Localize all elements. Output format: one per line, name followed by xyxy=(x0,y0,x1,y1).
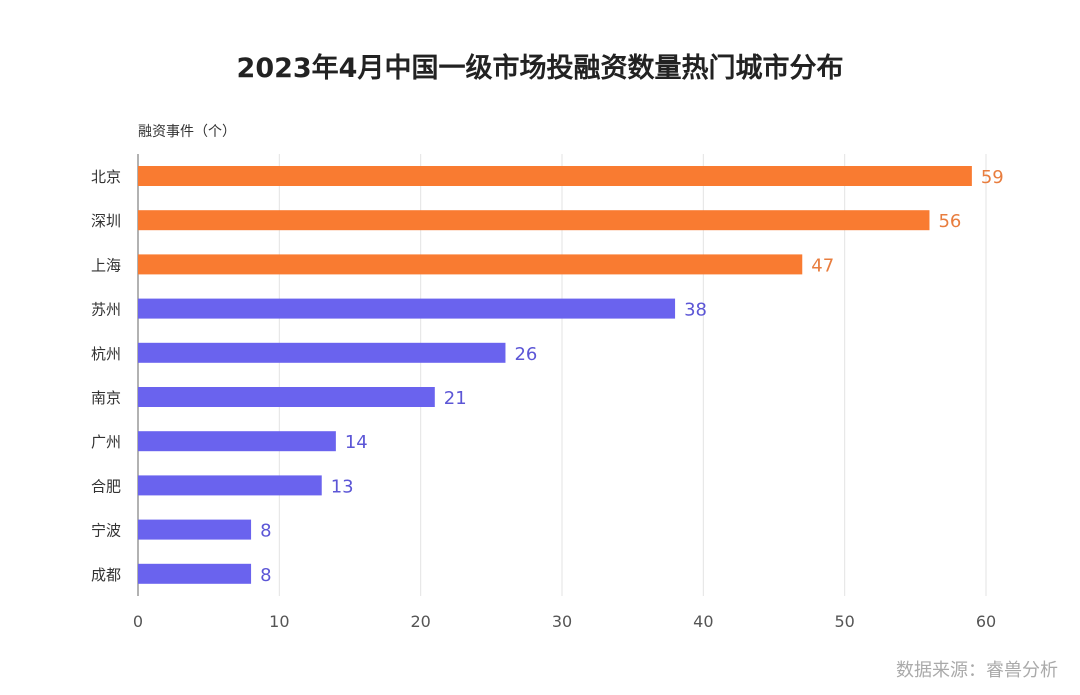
y-tick-label: 合肥 xyxy=(91,477,121,495)
data-label: 26 xyxy=(514,344,537,365)
chart-title: 2023年4月中国一级市场投融资数量热门城市分布 xyxy=(236,53,844,84)
bar xyxy=(138,387,435,407)
bar xyxy=(138,166,972,186)
y-tick-label: 南京 xyxy=(91,389,121,407)
data-label: 8 xyxy=(260,565,271,586)
bar xyxy=(138,342,506,363)
source-note: 数据来源：睿兽分析 xyxy=(896,660,1058,681)
y-tick-label: 广州 xyxy=(91,433,121,451)
x-tick-label: 10 xyxy=(269,612,289,631)
data-label: 21 xyxy=(444,388,467,409)
y-tick-label: 深圳 xyxy=(91,212,121,230)
x-tick-label: 50 xyxy=(834,612,854,631)
data-label: 14 xyxy=(345,432,368,453)
x-tick-label: 60 xyxy=(976,612,996,631)
y-axis-label: 融资事件（个） xyxy=(138,124,236,140)
bar xyxy=(138,519,252,540)
y-tick-label: 杭州 xyxy=(91,345,121,363)
bar xyxy=(138,254,803,275)
bar xyxy=(138,210,930,231)
bar xyxy=(138,475,322,496)
data-label: 56 xyxy=(938,211,961,232)
y-tick-label: 成都 xyxy=(91,566,121,584)
y-tick-label: 北京 xyxy=(91,168,121,186)
x-tick-label: 20 xyxy=(410,612,430,631)
x-tick-label: 30 xyxy=(552,612,572,631)
x-tick-label: 0 xyxy=(133,612,143,631)
y-tick-label: 苏州 xyxy=(91,301,121,319)
bar xyxy=(138,563,252,584)
data-label: 13 xyxy=(331,476,354,497)
bar xyxy=(138,298,676,319)
data-label: 38 xyxy=(684,300,707,321)
data-label: 8 xyxy=(260,521,271,542)
x-tick-label: 40 xyxy=(693,612,713,631)
data-label: 59 xyxy=(981,167,1004,188)
data-label: 47 xyxy=(811,255,834,276)
y-tick-label: 宁波 xyxy=(91,522,121,540)
y-tick-label: 上海 xyxy=(91,256,121,274)
bar xyxy=(138,431,336,452)
